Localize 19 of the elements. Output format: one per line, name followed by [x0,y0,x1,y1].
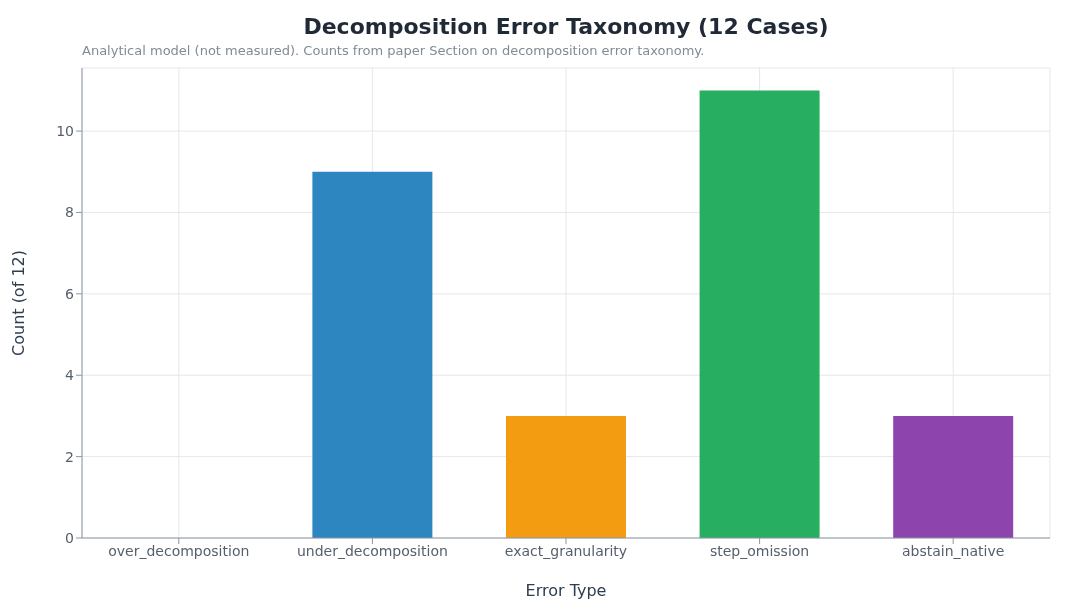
bar [312,171,433,538]
bar [505,415,626,538]
y-tick-label: 0 [65,529,74,546]
x-tick-label: exact_granularity [504,542,628,559]
bar [893,415,1014,538]
y-tick-label: 8 [65,204,74,221]
y-tick-label: 2 [65,448,74,465]
x-tick-label: abstain_native [902,542,1005,559]
x-axis-title: Error Type [525,581,607,600]
y-tick-label: 10 [56,123,74,140]
y-tick-label: 4 [65,367,75,384]
x-tick-label: over_decomposition [108,542,250,559]
x-tick-label: step_omission [709,542,810,559]
chart-title: Decomposition Error Taxonomy (12 Cases) [302,14,830,39]
bar [699,90,820,538]
y-tick-label: 6 [65,285,75,302]
y-axis-title: Count (of 12) [8,250,28,356]
chart-subtitle: Analytical model (not measured). Counts from paper Section on decomposition error taxonomy. [82,43,705,58]
x-tick-label: under_decomposition [296,542,448,559]
